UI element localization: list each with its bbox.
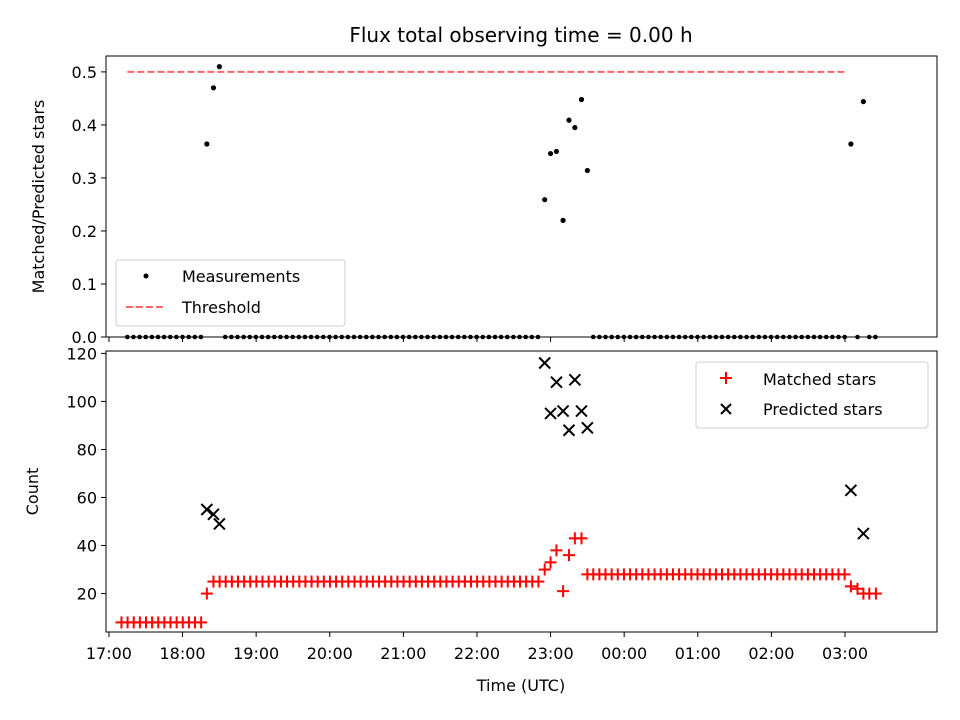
bottom-y-axis: 20 40 60 80 100 120 [66,344,106,604]
matched-star-point [550,544,563,557]
predicted-star-point [568,373,582,387]
bottom-x-axis: 17:00 18:00 19:00 20:00 21:00 22:00 23:00 00:00… [86,632,868,663]
y-axis-label-top: Matched/Predicted stars [29,100,48,294]
panel-flux-ratio: Flux total observing time = 0.00 h Match… [29,23,938,347]
bottom-y-tick-label: 80 [77,440,97,459]
top-y-tick-label: 0.0 [72,328,97,347]
x-tick-label: 19:00 [233,644,279,663]
measurement-point [584,167,590,174]
y-axis-label-bottom: Count [23,468,42,516]
predicted-star-point [857,527,870,540]
chart-title: Flux total observing time = 0.00 h [349,23,692,47]
measurement-point [542,197,548,203]
x-tick-label: 23:00 [528,644,574,663]
legend-label-threshold: Threshold [181,298,261,317]
predicted-star-point [581,421,594,435]
legend-marker-matched [720,372,732,384]
top-legend-box [115,259,346,327]
matched-star-point [838,568,851,581]
x-tick-label: 01:00 [675,644,721,663]
top-y-tick-label: 0.1 [72,275,97,294]
predicted-star-point [538,356,551,370]
top-y-tick-label: 0.3 [72,169,97,188]
legend-marker-measurements [143,273,149,279]
predicted-star-point [213,517,226,531]
matched-star-point [557,585,570,598]
matched-star-point [869,587,882,600]
legend-label-matched: Matched stars [763,370,876,389]
x-tick-label: 17:00 [86,644,132,663]
x-tick-label: 18:00 [159,644,205,663]
measurement-point [572,124,578,131]
bottom-axes-frame [105,350,938,633]
x-tick-label: 20:00 [307,644,353,663]
bottom-legend-box [695,361,929,429]
matched-star-point [581,568,594,581]
top-y-axis: 0.0 0.1 0.2 0.3 0.4 0.5 [72,63,106,347]
measurement-point [578,96,585,103]
measurement-point [216,64,222,70]
matched-star-point [538,563,551,576]
top-y-tick-label: 0.5 [72,63,97,82]
top-legend: Measurements Threshold [115,259,346,327]
bottom-legend: Matched stars Predicted stars [695,361,929,429]
matched-star-point [544,556,557,569]
top-axes-frame [105,55,938,338]
x-tick-label: 21:00 [380,644,426,663]
legend-marker-predicted [720,403,732,415]
predicted-star-point [562,424,576,437]
predicted-star-point [200,503,214,516]
measurement-point [210,85,217,91]
predicted-star-point [544,407,557,420]
predicted-star-point [556,404,570,418]
x-tick-label: 03:00 [822,644,868,663]
bottom-y-tick-label: 100 [66,392,97,411]
matched-star-point [844,580,857,593]
measurement-points [125,64,878,340]
bottom-y-tick-label: 60 [77,489,97,508]
measurement-point [204,141,210,147]
bottom-y-tick-label: 20 [77,585,97,604]
predicted-star-point [575,404,588,418]
legend-label-measurements: Measurements [182,267,300,286]
predicted-star-point [844,484,858,497]
x-tick-label: 00:00 [601,644,647,663]
bottom-y-tick-label: 40 [77,537,97,556]
measurement-point [547,150,554,157]
matched-star-point [200,587,213,600]
measurement-point [560,217,566,223]
top-y-tick-label: 0.2 [72,222,97,241]
predicted-star-point [207,508,220,521]
measurement-point [848,141,854,147]
count-points [115,356,882,629]
matched-star-point [195,616,208,629]
measurement-point [553,148,560,155]
x-axis-label: Time (UTC) [476,676,565,695]
bottom-y-tick-label: 120 [66,344,97,363]
matched-star-point [532,575,545,588]
measurement-point [566,117,572,123]
legend-label-predicted: Predicted stars [763,400,883,419]
matched-star-point [575,532,588,545]
matched-star-point [562,549,575,562]
panel-star-counts: Count Time (UTC) 20 40 60 80 100 120 17:00 18:… [23,344,938,695]
x-tick-label: 22:00 [454,644,500,663]
predicted-star-point [550,376,563,389]
x-tick-label: 02:00 [748,644,794,663]
measurement-point [860,98,866,105]
top-y-tick-label: 0.4 [72,116,97,135]
